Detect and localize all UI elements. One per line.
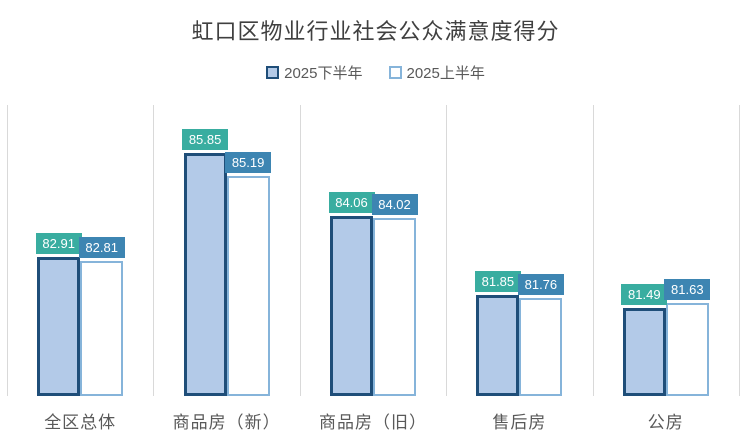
value-label-series1: 82.91 <box>35 233 82 255</box>
bar-series2 <box>519 298 563 396</box>
value-label-series2: 81.76 <box>517 274 564 296</box>
category-label: 商品房（旧） <box>318 413 427 432</box>
value-label-series1: 85.85 <box>182 128 229 150</box>
chart-title: 虹口区物业行业社会公众满意度得分 <box>191 19 560 44</box>
category-label: 售后房 <box>492 413 547 432</box>
bar-series1 <box>330 216 373 396</box>
bar-series2 <box>373 217 416 396</box>
bar-series2 <box>665 302 709 396</box>
series1-legend-marker-icon <box>266 66 280 79</box>
category-separator-line <box>739 105 740 396</box>
category-separator-line <box>300 105 301 396</box>
value-label-series1: 84.06 <box>328 192 375 214</box>
value-label-series2: 85.19 <box>225 152 272 174</box>
legend-label-series1: 2025下半年 <box>284 65 363 82</box>
series2-legend-marker-icon <box>388 66 402 79</box>
legend-label-series2: 2025上半年 <box>406 65 485 82</box>
category-separator-line <box>7 105 8 396</box>
chart-legend: 2025下半年 2025上半年 <box>0 62 751 83</box>
bar-series1 <box>622 307 666 396</box>
plot-area: 82.91 82.81 全区总体 85.85 85.19 商品房（新） 84.06 84.02… <box>7 105 740 432</box>
value-label-series1: 81.85 <box>474 270 521 292</box>
category-separator-line <box>593 105 594 396</box>
category-label: 商品房（新） <box>172 413 281 432</box>
bar-series2 <box>226 176 270 396</box>
category-separator-line <box>446 105 447 396</box>
bar-series2 <box>80 260 124 396</box>
bar-series1 <box>37 257 81 396</box>
legend-item-series2: 2025上半年 <box>388 62 485 83</box>
category-label: 公房 <box>647 413 684 432</box>
legend-item-series1: 2025下半年 <box>266 62 363 83</box>
category-label: 全区总体 <box>44 413 117 432</box>
category-separator-line <box>153 105 154 396</box>
value-label-series1: 81.49 <box>621 283 668 305</box>
value-label-series2: 81.63 <box>664 278 711 300</box>
bar-series1 <box>476 294 520 396</box>
bar-series1 <box>183 152 227 396</box>
value-label-series2: 82.81 <box>78 236 125 258</box>
value-label-series2: 84.02 <box>371 193 418 215</box>
